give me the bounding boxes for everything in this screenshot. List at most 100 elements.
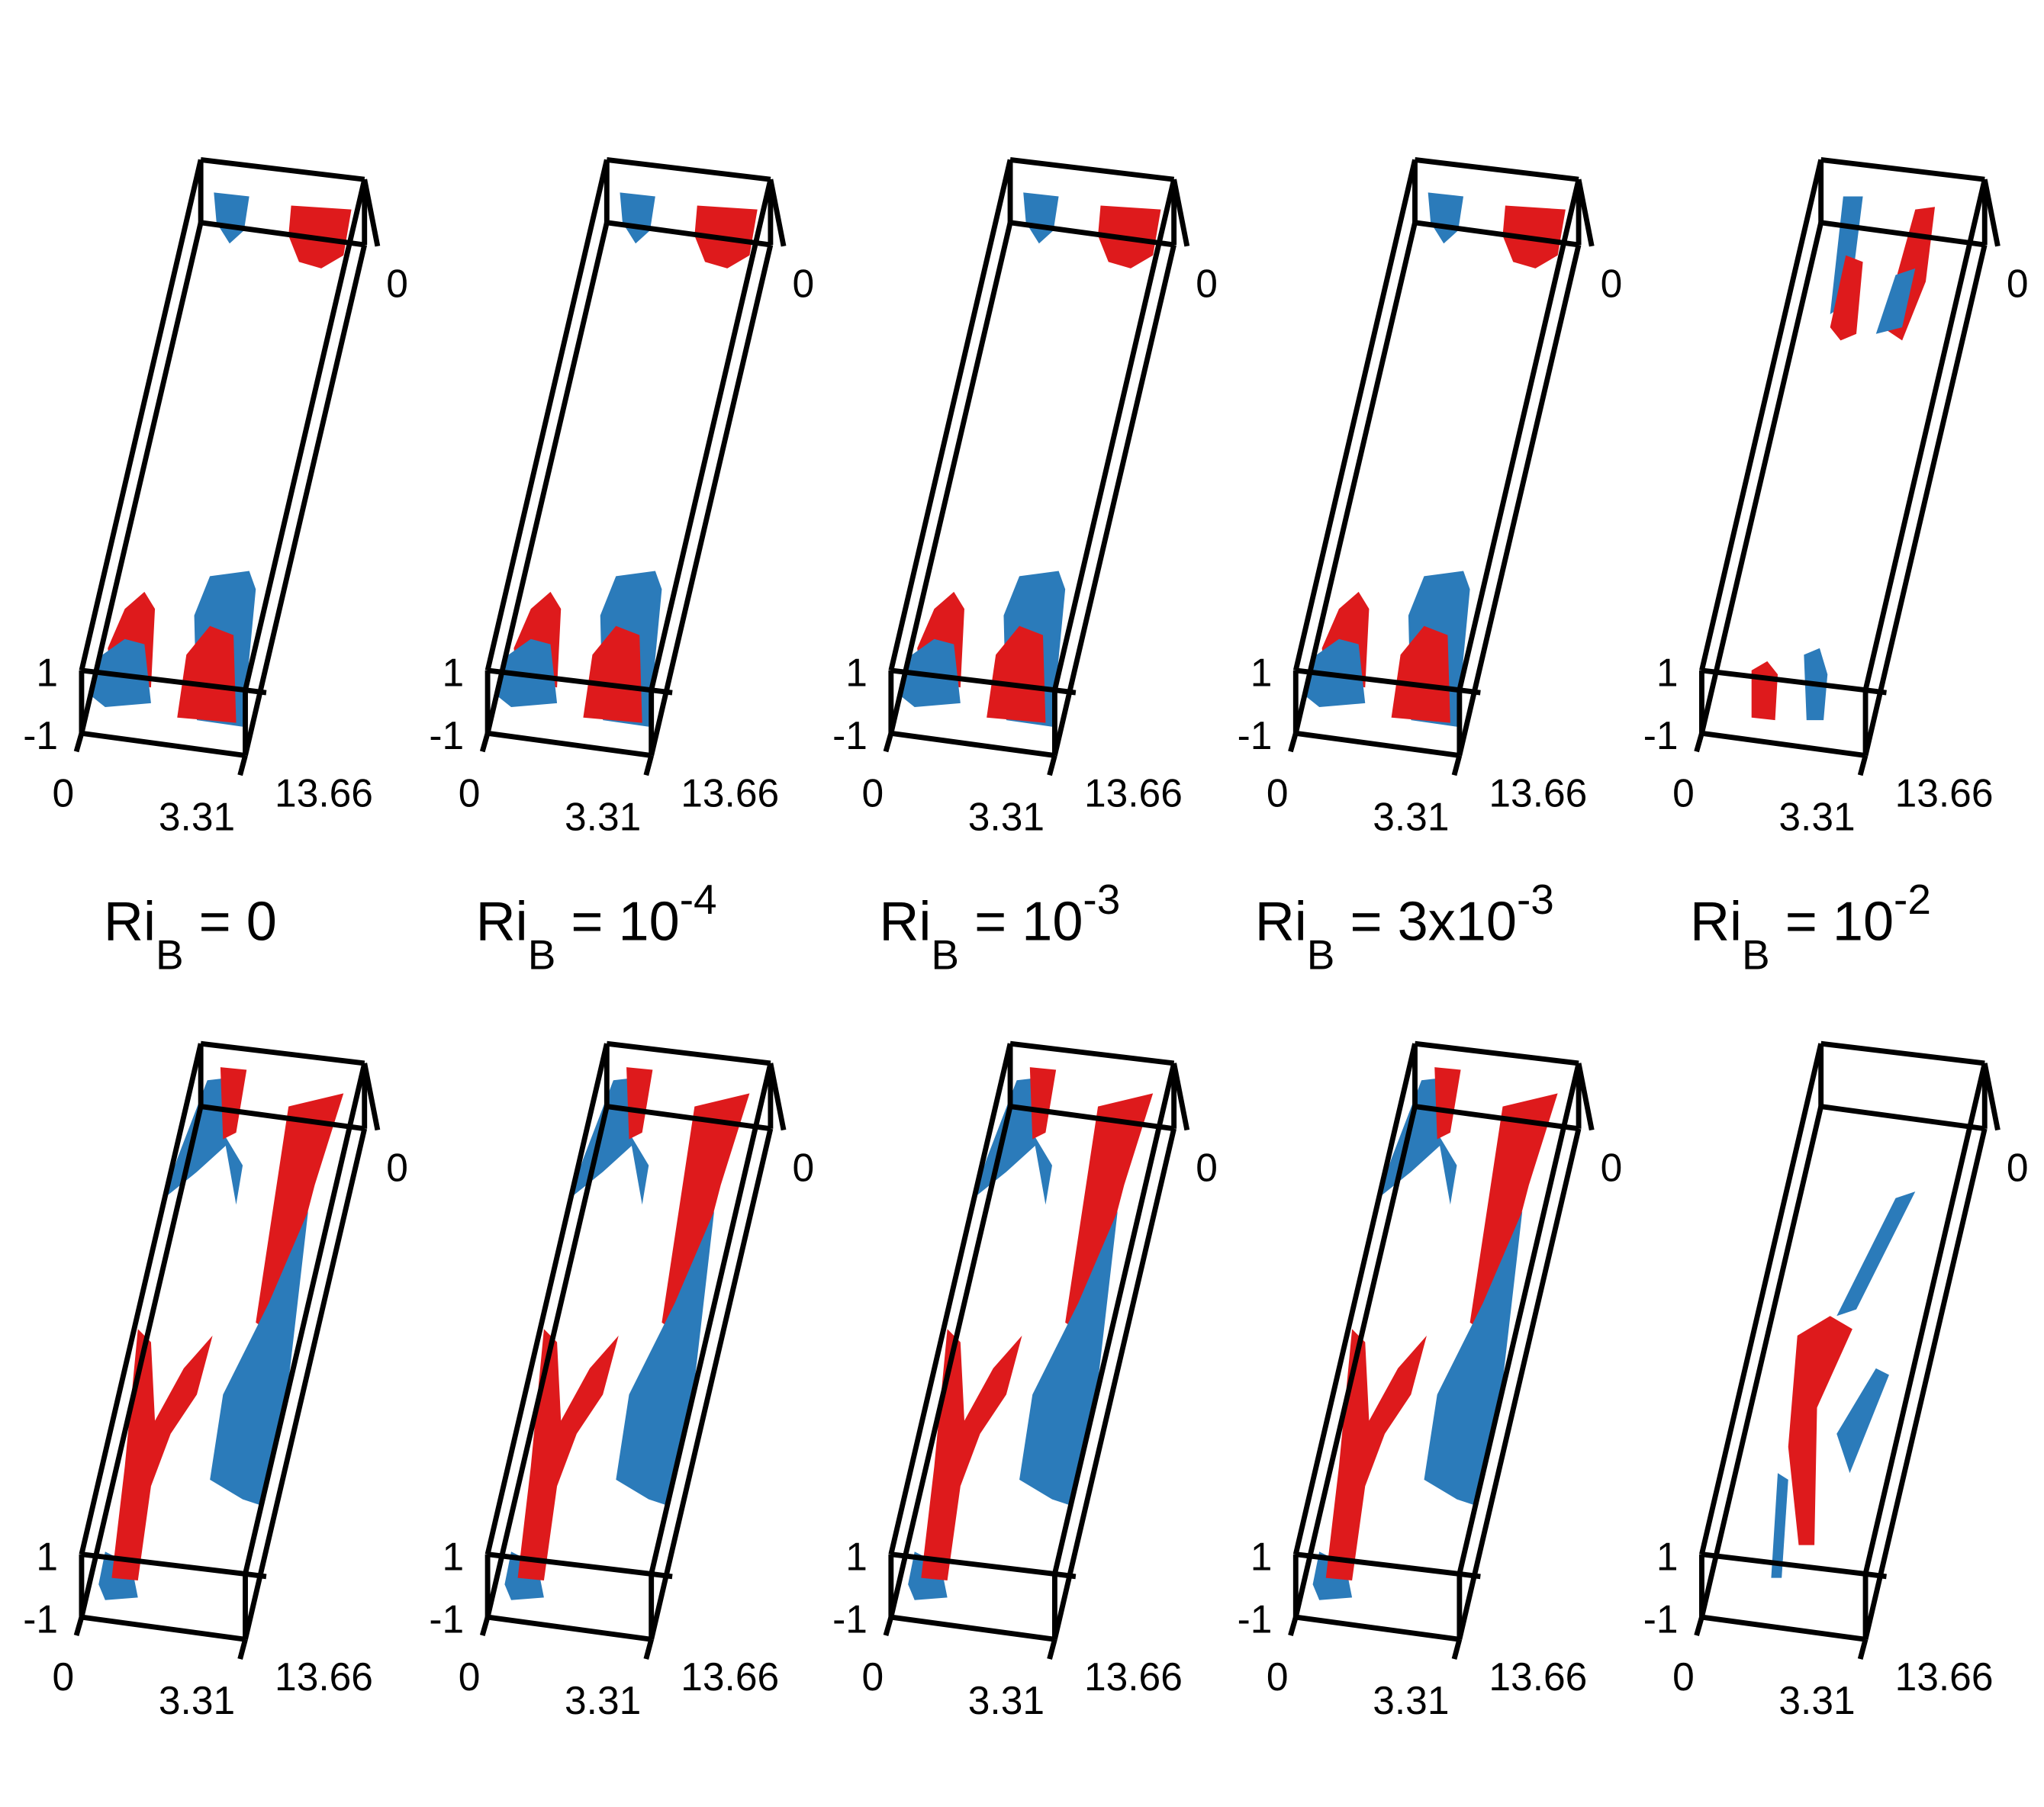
isosurface (626, 1067, 653, 1140)
tick-label: 0 (459, 770, 481, 815)
tick-label: 0 (1196, 262, 1218, 306)
tick-label: -1 (429, 1597, 464, 1641)
panel: 0 3.31 13.66 1 -1 0 (1238, 1040, 1622, 1722)
caption: RiB = 10-2 (1690, 876, 1931, 978)
box-edge (1865, 1571, 1887, 1580)
box-edge (1699, 1043, 1824, 1555)
box-edge (243, 1127, 368, 1641)
isosurface (256, 1093, 344, 1336)
box-edge (487, 730, 652, 758)
box-edge (1459, 1571, 1481, 1580)
box-edge (1820, 157, 1985, 182)
box-edge (487, 667, 652, 693)
tick-label: 1 (845, 651, 867, 695)
isosurface (583, 625, 642, 723)
box-edge (888, 222, 1013, 735)
box-edge (768, 1063, 787, 1131)
tick-label: 13.66 (275, 1654, 373, 1699)
caption-base: Ri (879, 892, 931, 953)
tick-label: 13.66 (1895, 770, 1994, 815)
box-edge (484, 1105, 610, 1618)
isosurface (1836, 1368, 1889, 1474)
box (73, 157, 381, 776)
box-edge (487, 1551, 652, 1577)
box-edge (1699, 159, 1824, 671)
box-edge (1699, 1105, 1824, 1618)
panel: 0 3.31 13.66 1 -1 0 (23, 1040, 408, 1722)
box-edge (73, 732, 85, 753)
tick-label: 0 (459, 1654, 481, 1699)
box-edge (1457, 178, 1582, 691)
box-edge (1857, 754, 1869, 776)
box-edge (237, 1638, 248, 1660)
box-edge (1295, 667, 1460, 693)
box-edge (484, 222, 610, 735)
isosurface (1751, 661, 1778, 721)
caption-base: Ri (476, 892, 528, 953)
tick-label: 13.66 (1489, 770, 1587, 815)
isosurface (1065, 1093, 1154, 1336)
box-edge (1415, 157, 1579, 182)
tick-label: -1 (1238, 713, 1273, 757)
box-edge (1288, 1616, 1299, 1637)
box-edge (484, 1043, 610, 1555)
box-edge (1820, 1040, 1985, 1066)
isosurface (517, 1329, 619, 1581)
box-edge (1862, 1127, 1988, 1641)
tick-label: 3.31 (565, 794, 641, 838)
tick-label: 0 (792, 1145, 814, 1189)
box-edge (79, 1105, 204, 1618)
box-edge (484, 159, 610, 671)
tick-label: 13.66 (275, 770, 373, 815)
box-edge (1171, 1063, 1190, 1131)
box-edge (81, 1614, 246, 1642)
isosurface (177, 625, 237, 723)
tick-label: 3.31 (159, 794, 235, 838)
isosurface (1771, 1473, 1788, 1578)
tick-label: 1 (1251, 651, 1273, 695)
tick-label: 13.66 (1895, 1654, 1994, 1699)
box-edge (1457, 1127, 1582, 1641)
panel: 0 3.31 13.66 1 -1 0 (1643, 1040, 2029, 1722)
box-edge (1820, 1104, 1985, 1132)
tick-label: -1 (23, 713, 58, 757)
box-edge (79, 159, 204, 671)
tick-label: -1 (429, 713, 464, 757)
box-edge (649, 244, 774, 757)
tick-label: 0 (1196, 1145, 1218, 1189)
box-edge (243, 1063, 368, 1575)
caption-text: = 10 (959, 892, 1083, 953)
tick-label: 0 (53, 1654, 75, 1699)
box-edge (1415, 1040, 1579, 1066)
box-edge (1457, 244, 1582, 757)
tick-label: 0 (2007, 1145, 2029, 1189)
box-edge (1865, 687, 1887, 696)
caption-text: = 10 (555, 892, 679, 953)
box-edge (651, 687, 673, 696)
tick-label: 0 (386, 262, 408, 306)
box-edge (1054, 687, 1077, 696)
tick-label: 13.66 (1084, 770, 1183, 815)
box-edge (1052, 178, 1177, 691)
tick-label: 3.31 (1778, 794, 1855, 838)
isosurface (1875, 268, 1916, 334)
box-edge (1415, 1104, 1579, 1132)
box-edge (1576, 1063, 1595, 1131)
box-edge (883, 732, 894, 753)
box-edge (479, 1616, 491, 1637)
box-edge (1288, 732, 1299, 753)
tick-label: 1 (443, 1534, 465, 1578)
tick-label: 1 (845, 1534, 867, 1578)
tick-label: 3.31 (1373, 794, 1449, 838)
box-edge (606, 220, 771, 248)
tick-label: 0 (1267, 1654, 1289, 1699)
caption: RiB = 10-3 (879, 876, 1120, 978)
box-edge (1292, 159, 1418, 671)
isosurface (1788, 1316, 1852, 1545)
isosurface (616, 1211, 715, 1506)
box-edge (245, 1571, 267, 1580)
box-edge (1820, 220, 1985, 248)
box-edge (1295, 1614, 1460, 1642)
box-edge (200, 157, 365, 182)
